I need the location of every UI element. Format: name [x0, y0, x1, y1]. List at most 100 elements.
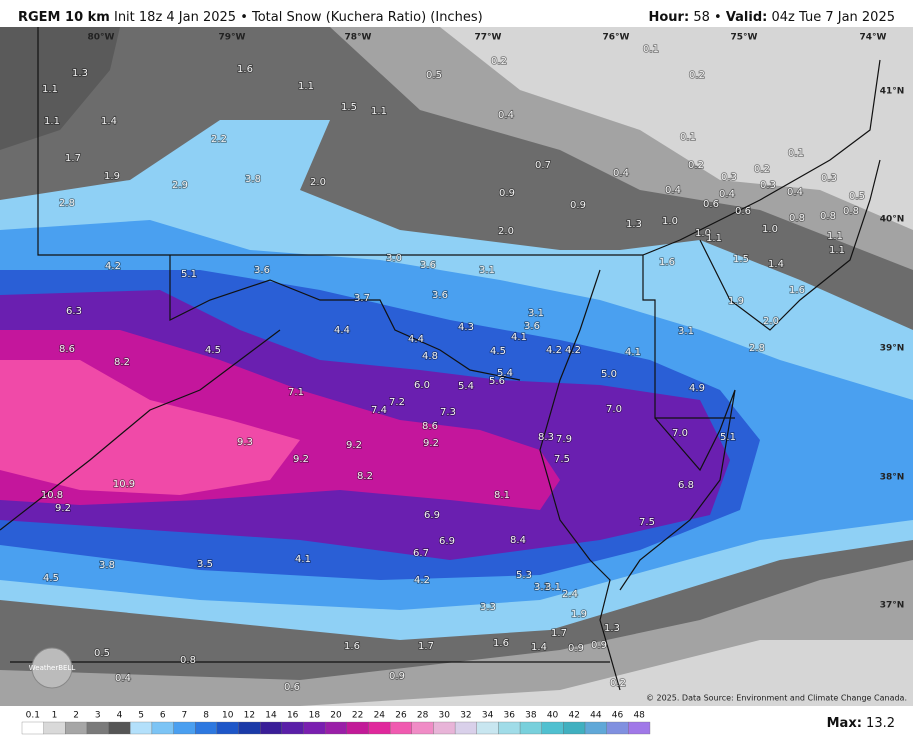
colorbar-label: 10	[222, 711, 234, 721]
separator: •	[714, 10, 722, 25]
colorbar-swatch	[260, 721, 283, 735]
snow-value: 9.3	[237, 437, 253, 448]
snow-value: 5.6	[489, 376, 505, 387]
colorbar-swatch	[173, 721, 196, 735]
snow-value: 3.6	[432, 290, 448, 301]
snow-value: 1.0	[695, 228, 711, 239]
colorbar-label: 3	[95, 711, 101, 721]
snow-value: 2.8	[59, 198, 75, 209]
snow-value: 3.3	[480, 602, 496, 613]
colorbar-swatch	[43, 721, 66, 735]
colorbar-swatch	[151, 721, 174, 735]
longitude-label: 76°W	[603, 33, 630, 43]
snow-value: 0.2	[610, 678, 626, 689]
longitude-label: 78°W	[345, 33, 372, 43]
colorbar-label: 46	[612, 711, 624, 721]
snow-value: 4.2	[565, 345, 581, 356]
snow-value: 0.8	[180, 655, 196, 666]
snow-value: 4.1	[625, 347, 641, 358]
snow-value: 0.8	[843, 206, 859, 217]
snow-value: 5.4	[458, 381, 474, 392]
colorbar-swatch	[628, 721, 651, 735]
colorbar-swatch	[606, 721, 629, 735]
snow-value: 9.2	[423, 438, 439, 449]
colorbar-swatch	[433, 721, 456, 735]
colorbar-label: 16	[287, 711, 299, 721]
colorbar-label: 34	[482, 711, 494, 721]
snow-value: 0.2	[689, 70, 705, 81]
snow-value: 4.2	[546, 345, 562, 356]
colorbar-swatch	[368, 721, 391, 735]
colorbar-swatch	[346, 721, 369, 735]
snow-value: 1.5	[341, 102, 357, 113]
colorbar-swatch	[411, 721, 434, 735]
snow-value: 3.1	[678, 326, 694, 337]
snow-value: 6.0	[414, 380, 430, 391]
snow-value: 1.1	[829, 245, 845, 256]
longitude-label: 80°W	[88, 33, 115, 43]
snow-value: 0.9	[568, 643, 584, 654]
snow-value: 5.4	[497, 368, 513, 379]
max-label: Max:	[827, 716, 862, 731]
snow-value: 2.8	[749, 343, 765, 354]
colorbar-swatch	[21, 721, 44, 735]
colorbar-label: 40	[547, 711, 559, 721]
snow-value: 1.7	[65, 153, 81, 164]
coastline	[619, 389, 736, 591]
snow-value: 1.9	[728, 296, 744, 307]
snow-value: 1.3	[626, 219, 642, 230]
snow-value: 2.2	[211, 134, 227, 145]
snow-value: 0.5	[94, 648, 110, 659]
colorbar-label: 5	[138, 711, 144, 721]
snow-value: 0.1	[680, 132, 696, 143]
colorbar-swatch	[130, 721, 153, 735]
snow-value: 1.6	[659, 257, 675, 268]
snow-value: 3.1	[534, 582, 550, 593]
snow-value: 3.8	[245, 174, 261, 185]
colorbar-label: 44	[590, 711, 602, 721]
snow-value: 3.7	[354, 293, 370, 304]
latitude-label: 39°N	[880, 344, 905, 354]
snow-value: 1.7	[551, 628, 567, 639]
colorbar-label: 18	[309, 711, 321, 721]
snow-value: 0.8	[820, 211, 836, 222]
model: RGEM 10 km	[18, 10, 110, 25]
snow-value: 0.4	[613, 168, 629, 179]
snow-value: 1.0	[762, 224, 778, 235]
snow-value: 0.5	[849, 191, 865, 202]
longitude-label: 79°W	[219, 33, 246, 43]
field-darkgray2	[0, 27, 120, 150]
colorbar-label: 12	[244, 711, 255, 721]
snow-value: 1.6	[344, 641, 360, 652]
colorbar-label: 28	[417, 711, 429, 721]
snow-value: 0.9	[591, 640, 607, 651]
snow-value: 7.3	[440, 407, 456, 418]
colorbar-swatch	[498, 721, 521, 735]
snow-value: 0.2	[491, 56, 507, 67]
colorbar-label: 36	[504, 711, 516, 721]
longitude-label: 75°W	[731, 33, 758, 43]
snow-value: 8.2	[114, 357, 130, 368]
snow-value: 4.4	[408, 334, 424, 345]
snow-value: 5.3	[516, 570, 532, 581]
snow-value: 0.4	[665, 185, 681, 196]
snow-value: 3.1	[545, 582, 561, 593]
snow-value: 3.6	[254, 265, 270, 276]
snow-value: 0.9	[570, 200, 586, 211]
snow-value: 1.1	[371, 106, 387, 117]
title: RGEM 10 km Init 18z 4 Jan 2025 • Total S…	[18, 10, 483, 25]
snow-value: 4.9	[689, 383, 705, 394]
snow-value: 8.6	[422, 421, 438, 432]
snow-value: 0.7	[535, 160, 551, 171]
snow-value: 4.5	[43, 573, 59, 584]
colorbar-swatch	[325, 721, 347, 735]
snow-value: 6.8	[678, 480, 694, 491]
colorbar-swatch	[281, 721, 304, 735]
colorbar-swatch	[238, 721, 261, 735]
colorbar-label: 7	[182, 711, 188, 721]
colorbar-swatch	[389, 721, 412, 735]
state-border	[642, 59, 881, 256]
snow-value: 7.5	[639, 517, 655, 528]
state-border	[169, 255, 521, 381]
